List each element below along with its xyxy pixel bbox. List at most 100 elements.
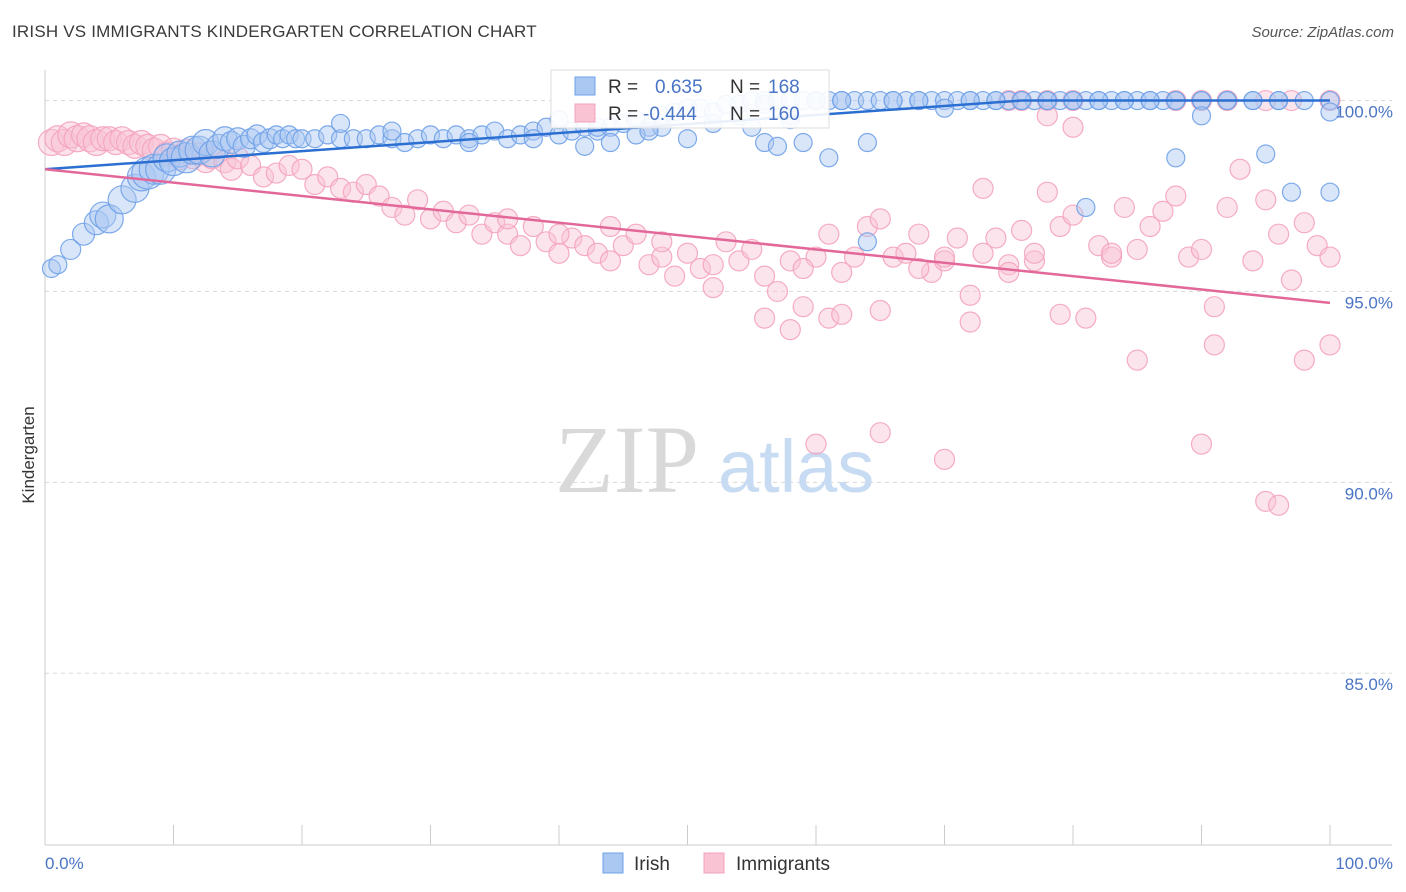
- immigrants-point: [394, 204, 416, 226]
- immigrants-point: [1062, 116, 1084, 138]
- irish-point: [767, 136, 788, 156]
- immigrants-point: [651, 246, 673, 268]
- immigrants-point: [972, 242, 994, 264]
- irish-point: [1076, 197, 1096, 218]
- immigrants-point: [1126, 349, 1148, 371]
- legend-immigrants-n-value: 160: [768, 104, 800, 125]
- immigrants-point: [1100, 242, 1123, 264]
- immigrants-point: [946, 227, 968, 249]
- immigrants-point: [548, 223, 570, 245]
- immigrants-point: [908, 257, 930, 280]
- immigrants-point: [869, 299, 891, 322]
- irish-point: [252, 131, 275, 154]
- irish-point: [934, 98, 955, 118]
- immigrants-point: [972, 177, 994, 199]
- irish-point: [369, 125, 389, 145]
- irish-point: [1320, 102, 1340, 122]
- y-tick-label: 100.0%: [1335, 103, 1393, 122]
- legend-top: R = 0.635 N = 168 R = -0.444 N = 160: [550, 69, 830, 129]
- immigrants-point: [1062, 204, 1084, 226]
- immigrants-point: [792, 257, 814, 280]
- legend-immigrants-swatch: [574, 103, 596, 123]
- immigrants-point: [1216, 196, 1238, 219]
- immigrants-point: [779, 319, 801, 341]
- immigrants-point: [586, 242, 609, 264]
- immigrants-point: [96, 126, 122, 152]
- legend-immigrants-n-label: N =: [730, 104, 760, 125]
- irish-point: [1256, 144, 1276, 164]
- irish-point: [420, 125, 441, 145]
- immigrants-point: [1036, 105, 1058, 127]
- immigrants-point: [1178, 246, 1200, 268]
- bottom-legend-irish-swatch: [602, 852, 624, 874]
- bottom-legend-immigrants-swatch: [703, 852, 725, 874]
- irish-point: [677, 129, 698, 149]
- immigrants-point: [702, 277, 724, 299]
- x-tick-label-max: 100.0%: [1335, 854, 1393, 873]
- immigrants-point: [574, 235, 596, 257]
- irish-point: [48, 255, 68, 275]
- grid: [45, 100, 1392, 674]
- immigrants-point: [252, 166, 275, 188]
- irish-point: [1281, 182, 1302, 202]
- immigrants-point: [548, 242, 570, 264]
- irish-point: [832, 90, 852, 111]
- irish-point: [60, 238, 82, 261]
- immigrants-point: [651, 231, 673, 253]
- irish-point: [240, 128, 262, 150]
- watermark: ZIP atlas: [555, 406, 874, 513]
- trend-lines: [44, 99, 1331, 305]
- legend-bottom: Irish Immigrants: [602, 852, 830, 875]
- immigrants-point: [1280, 269, 1303, 291]
- irish-point: [523, 129, 543, 149]
- immigrants-point: [278, 154, 300, 177]
- immigrants-point: [1229, 158, 1251, 180]
- immigrants-point: [509, 235, 532, 257]
- immigrants-point: [1190, 238, 1213, 261]
- watermark-zip: ZIP: [555, 406, 699, 513]
- bottom-legend-immigrants-label: Immigrants: [736, 854, 830, 875]
- bottom-legend-irish-label: Irish: [634, 854, 670, 875]
- irish-point: [909, 90, 929, 111]
- source-label: Source: ZipAtlas.com: [1251, 24, 1394, 41]
- immigrants-point: [1113, 196, 1136, 219]
- immigrants-point: [869, 208, 891, 230]
- legend-irish-r-label: R =: [608, 77, 638, 98]
- irish-point: [960, 90, 980, 111]
- irish-point: [819, 148, 839, 168]
- immigrants-point: [407, 189, 429, 211]
- immigrants-point: [1126, 238, 1148, 261]
- immigrants-point: [1075, 307, 1097, 329]
- y-tick-label: 90.0%: [1345, 484, 1393, 503]
- immigrants-point: [291, 158, 313, 180]
- immigrants-point: [1023, 242, 1046, 264]
- irish-point: [575, 136, 595, 156]
- immigrants-point: [753, 265, 776, 287]
- legend-irish-n-label: N =: [730, 77, 760, 98]
- immigrants-point: [959, 311, 981, 333]
- irish-point: [793, 132, 813, 153]
- immigrants-point: [1267, 494, 1290, 516]
- immigrants-point: [115, 129, 142, 156]
- immigrants-point: [843, 246, 866, 268]
- x-tick-label-min: 0.0%: [45, 854, 84, 873]
- immigrants-point: [985, 227, 1007, 249]
- immigrants-point: [109, 126, 135, 152]
- immigrants-point: [1242, 250, 1264, 272]
- immigrants-point: [702, 254, 724, 276]
- irish-point: [107, 185, 137, 215]
- irish-point: [330, 113, 351, 134]
- immigrants-point: [638, 254, 660, 276]
- immigrants-point: [779, 250, 801, 272]
- immigrants-point: [664, 265, 686, 287]
- immigrants-point: [304, 173, 326, 196]
- legend-irish-r-value: 0.635: [655, 77, 703, 98]
- immigrants-point: [128, 129, 154, 156]
- immigrants-point: [122, 133, 148, 159]
- immigrants-point: [818, 223, 840, 245]
- irish-point: [857, 132, 878, 153]
- irish-point: [382, 129, 402, 149]
- immigrants-point: [1255, 490, 1277, 513]
- irish-point: [433, 129, 453, 149]
